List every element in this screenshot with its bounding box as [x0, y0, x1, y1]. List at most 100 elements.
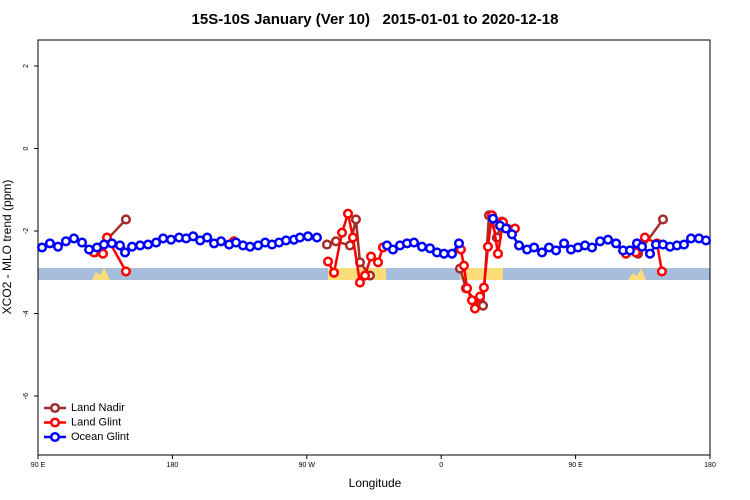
- point: [586, 242, 598, 253]
- point: [216, 236, 227, 247]
- point: [644, 248, 656, 259]
- point: [453, 238, 465, 249]
- y-tick-label: 2: [23, 64, 30, 68]
- point: [466, 295, 478, 306]
- point: [202, 232, 213, 243]
- point: [372, 257, 384, 268]
- point: [446, 248, 458, 259]
- point: [624, 245, 636, 256]
- point: [347, 232, 358, 243]
- point: [478, 282, 489, 293]
- point: [461, 283, 473, 294]
- point: [188, 231, 199, 242]
- legend-marker: [49, 417, 61, 428]
- land-region: [92, 268, 110, 280]
- point: [106, 238, 117, 249]
- x-tick-label: 90 E: [31, 462, 46, 469]
- point: [44, 238, 55, 249]
- point: [302, 231, 314, 242]
- point: [474, 291, 486, 302]
- x-tick-label: 90 E: [568, 462, 583, 469]
- legend-label: Land Nadir: [71, 402, 125, 414]
- point: [158, 233, 169, 244]
- point: [469, 303, 480, 314]
- point: [354, 277, 366, 288]
- point: [506, 229, 518, 240]
- point: [98, 239, 110, 250]
- y-tick-label: -6: [23, 393, 30, 399]
- point: [487, 213, 499, 224]
- point: [416, 241, 427, 252]
- point: [387, 244, 399, 255]
- point: [513, 240, 525, 251]
- point: [492, 248, 503, 259]
- point: [559, 238, 570, 249]
- legend-label: Land Glint: [71, 416, 121, 428]
- point: [294, 232, 305, 243]
- point: [135, 240, 146, 251]
- point: [408, 237, 420, 248]
- point: [151, 237, 162, 248]
- legend-marker: [49, 402, 61, 414]
- point: [120, 266, 132, 277]
- point: [359, 270, 371, 281]
- point: [84, 244, 95, 255]
- point: [458, 260, 469, 271]
- point: [311, 232, 323, 243]
- land-region: [460, 268, 503, 280]
- x-axis-title: Longitude: [349, 476, 402, 490]
- point: [342, 208, 354, 219]
- y-tick-label: -4: [23, 310, 30, 316]
- x-tick-label: 180: [167, 462, 179, 469]
- point: [595, 236, 606, 247]
- point: [611, 238, 622, 249]
- point: [77, 237, 88, 248]
- point: [500, 223, 512, 234]
- point: [166, 234, 177, 245]
- point: [685, 233, 697, 244]
- y-tick-label: -2: [23, 228, 30, 234]
- y-tick-label: 0: [23, 146, 30, 150]
- point: [637, 241, 648, 252]
- y-axis-title: XCO2 - MLO trend (ppm): [0, 180, 14, 315]
- land-region: [628, 268, 646, 280]
- point: [280, 235, 292, 246]
- point: [321, 239, 333, 250]
- point: [482, 241, 493, 252]
- point: [328, 267, 340, 278]
- point: [678, 239, 690, 250]
- point: [424, 243, 436, 254]
- point: [529, 242, 540, 253]
- point: [536, 247, 548, 258]
- legend-marker: [49, 431, 61, 443]
- point: [477, 300, 489, 311]
- point: [143, 239, 154, 250]
- point: [245, 241, 256, 252]
- point: [438, 248, 450, 259]
- point: [700, 235, 712, 246]
- point: [365, 251, 377, 262]
- point: [639, 232, 650, 243]
- point: [550, 245, 562, 256]
- point: [656, 266, 667, 277]
- point: [60, 236, 71, 247]
- x-tick-label: 0: [439, 462, 443, 469]
- point: [127, 241, 138, 252]
- x-tick-label: 90 W: [299, 462, 316, 469]
- point: [52, 241, 64, 252]
- x-tick-label: 180: [704, 462, 716, 469]
- point: [120, 214, 132, 225]
- point: [114, 240, 126, 251]
- point: [350, 214, 361, 225]
- chart-title: 15S-10S January (Ver 10) 2015-01-01 to 2…: [192, 11, 559, 28]
- legend-label: Ocean Glint: [71, 431, 129, 443]
- point: [68, 233, 80, 244]
- point: [322, 256, 334, 267]
- point: [602, 234, 614, 245]
- point: [657, 214, 669, 225]
- point: [336, 227, 348, 238]
- point: [120, 247, 131, 258]
- point: [97, 248, 109, 259]
- point: [36, 242, 48, 253]
